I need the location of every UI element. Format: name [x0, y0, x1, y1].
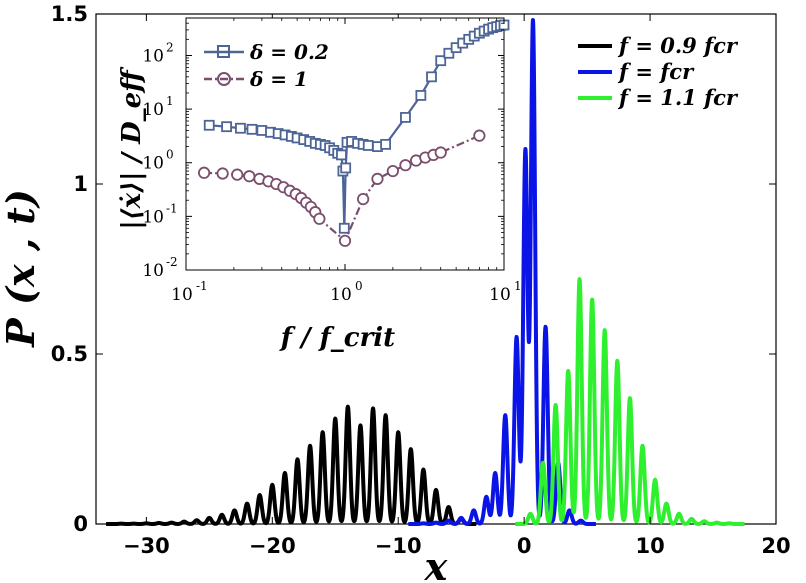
inset-y-tick-label: 10 — [142, 154, 164, 174]
main-series-line-2 — [513, 277, 747, 526]
inset-legend-marker-circle — [217, 72, 231, 86]
inset-point-square — [221, 121, 232, 133]
inset-point-square — [338, 222, 350, 234]
main-series-line-1 — [406, 18, 598, 526]
inset-point-square — [443, 47, 455, 59]
inset-series-group — [198, 19, 510, 247]
inset-x-tick-label: 10 — [489, 285, 511, 305]
inset-point-square — [203, 119, 215, 131]
inset-point-square — [435, 55, 447, 67]
inset-point-circle — [243, 170, 256, 183]
inset-point-circle — [434, 146, 447, 159]
inset-legend-marker-square — [217, 45, 230, 58]
inset-y-tick-label: 10 — [142, 46, 164, 66]
legend-label-fcr: f = fcr — [617, 59, 695, 84]
inset-point-circle — [216, 167, 229, 180]
inset-y-tick-label: 10 — [142, 261, 164, 281]
main-y-tick-label: 1 — [73, 172, 88, 196]
main-legend: f = 0.9 fcr f = fcr f = 1.1 fcr — [578, 33, 739, 110]
inset-point-circle — [399, 159, 412, 172]
main-x-tick-label: −20 — [249, 534, 296, 558]
inset-point-square — [336, 149, 347, 161]
main-x-tick-label: 20 — [761, 534, 790, 558]
inset-x-tick-label: 10 — [330, 285, 352, 305]
inset-ticks-group: 10 -1 10 0 10 110 -210 -110 010 110 2 — [142, 17, 522, 305]
inset-x-tick-label: 10 — [171, 285, 193, 305]
inset-x-tick-exponent: -1 — [196, 279, 208, 293]
inset-legend-label-1: δ = 1 — [249, 67, 308, 91]
inset-point-square — [340, 162, 352, 174]
inset-point-square — [246, 123, 258, 135]
inset-point-square — [256, 125, 268, 136]
inset-point-square — [400, 112, 411, 123]
inset-y-tick-exponent: 0 — [166, 148, 174, 162]
inset-y-tick-exponent: -2 — [166, 255, 178, 269]
inset-point-square — [380, 138, 391, 150]
main-y-tick-label: 1.5 — [51, 2, 88, 26]
main-x-tick-label: 10 — [635, 534, 664, 558]
inset-x-tick-exponent: 0 — [355, 279, 363, 293]
main-y-tick-label: 0.5 — [51, 342, 88, 366]
inset-x-axis-label: f / f_crit — [279, 323, 395, 353]
inset-y-tick-exponent: -1 — [166, 201, 178, 215]
inset-chart: 10 -1 10 0 10 110 -210 -110 010 110 2 |⟨ẋ⟩| / D_ef… — [117, 17, 522, 353]
main-y-tick-label: 0 — [73, 512, 88, 536]
main-x-tick-label: 0 — [517, 534, 532, 558]
inset-point-circle — [231, 168, 244, 181]
inset-y-axis-label: |⟨ẋ⟩| / D_eff — [117, 66, 147, 230]
inset-point-circle — [473, 129, 486, 142]
main-series-line-0 — [104, 404, 479, 526]
inset-point-circle — [198, 166, 211, 179]
inset-legend-label-0.2: δ = 0.2 — [249, 40, 329, 64]
main-x-tick-label: −30 — [123, 534, 170, 558]
inset-legend: δ = 0.2 δ = 1 — [204, 40, 329, 91]
inset-point-circle — [313, 212, 326, 225]
inset-point-circle — [357, 192, 370, 206]
inset-x-tick-exponent: 1 — [514, 279, 522, 293]
inset-y-tick-exponent: 2 — [166, 40, 174, 54]
inset-point-square — [415, 90, 427, 101]
inset-y-tick-exponent: 1 — [166, 94, 174, 108]
inset-y-tick-label: 10 — [142, 207, 164, 227]
inset-point-square — [362, 140, 374, 151]
main-x-tick-label: −10 — [375, 534, 422, 558]
inset-point-square — [235, 122, 246, 134]
inset-point-circle — [371, 172, 384, 185]
inset-point-circle — [386, 164, 399, 178]
inset-point-circle — [338, 234, 352, 247]
legend-label-1.1: f = 1.1 fcr — [617, 85, 739, 110]
legend-label-0.9: f = 0.9 fcr — [617, 33, 739, 58]
inset-y-tick-label: 10 — [142, 100, 164, 120]
main-y-axis-label: P (x , t) — [0, 189, 43, 348]
inset-point-square — [426, 71, 437, 83]
main-x-axis-label: x — [424, 544, 449, 583]
main-series-group — [104, 18, 747, 526]
